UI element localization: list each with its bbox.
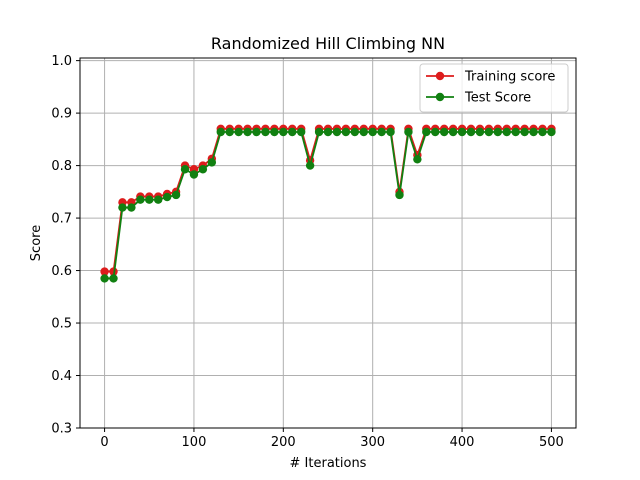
data-point bbox=[484, 127, 494, 137]
data-point bbox=[502, 127, 511, 137]
data-point bbox=[296, 127, 306, 137]
data-point bbox=[422, 127, 431, 137]
data-point bbox=[171, 190, 181, 200]
y-axis-label: Score bbox=[29, 225, 44, 261]
data-point bbox=[511, 127, 520, 137]
plot-frame bbox=[79, 57, 577, 429]
y-tick-label: 0.9 bbox=[51, 107, 72, 122]
data-point bbox=[493, 127, 503, 137]
data-point bbox=[323, 127, 333, 137]
data-point bbox=[386, 127, 395, 137]
data-point bbox=[368, 127, 377, 137]
data-point bbox=[520, 127, 529, 137]
legend: Training score Test Score bbox=[419, 63, 569, 113]
data-point bbox=[547, 127, 556, 137]
series-line bbox=[104, 131, 552, 280]
data-point bbox=[377, 127, 386, 137]
data-point bbox=[466, 127, 476, 137]
data-point bbox=[350, 127, 360, 137]
x-tick-label: 300 bbox=[360, 435, 385, 450]
legend-label: Training score bbox=[464, 70, 555, 85]
legend-entry: Training score bbox=[426, 70, 555, 85]
data-point bbox=[538, 127, 547, 137]
data-point bbox=[404, 127, 413, 137]
data-point bbox=[448, 127, 458, 137]
data-point bbox=[234, 127, 243, 137]
x-tick-label: 500 bbox=[539, 435, 564, 450]
data-point bbox=[413, 155, 422, 164]
y-tick-label: 0.3 bbox=[51, 422, 72, 437]
y-tick-label: 0.5 bbox=[51, 317, 72, 332]
data-point bbox=[359, 127, 368, 137]
data-point bbox=[136, 195, 145, 204]
legend-box bbox=[419, 63, 569, 113]
y-axis-ticks: 0.3 0.4 0.5 0.6 0.7 0.8 0.9 1.0 bbox=[51, 54, 80, 437]
data-point bbox=[198, 165, 208, 174]
series-layer bbox=[100, 124, 556, 283]
data-point bbox=[395, 190, 404, 200]
x-tick-label: 200 bbox=[271, 435, 296, 450]
grid bbox=[80, 58, 576, 429]
data-point bbox=[207, 158, 217, 167]
legend-entry: Test Score bbox=[426, 91, 531, 106]
data-point bbox=[162, 192, 172, 202]
data-point bbox=[279, 127, 288, 137]
data-point bbox=[529, 127, 538, 137]
data-point bbox=[100, 267, 109, 276]
data-point bbox=[431, 127, 440, 137]
data-point bbox=[145, 195, 154, 204]
data-point bbox=[332, 127, 342, 137]
legend-swatch-marker bbox=[435, 71, 445, 81]
y-tick-label: 0.7 bbox=[51, 212, 72, 227]
data-point bbox=[216, 127, 225, 137]
y-tick-label: 0.6 bbox=[51, 264, 72, 279]
y-tick-label: 0.8 bbox=[51, 159, 72, 174]
data-point bbox=[127, 203, 136, 212]
data-point bbox=[252, 127, 261, 137]
data-point bbox=[153, 195, 163, 204]
data-point bbox=[180, 165, 190, 174]
data-point bbox=[261, 127, 270, 137]
data-point bbox=[288, 127, 297, 137]
data-point bbox=[225, 127, 234, 137]
data-point bbox=[100, 274, 109, 283]
data-point bbox=[457, 127, 467, 137]
data-point bbox=[305, 161, 315, 170]
data-point bbox=[243, 127, 252, 137]
y-tick-label: 1.0 bbox=[51, 54, 72, 69]
data-point bbox=[270, 127, 279, 137]
y-tick-label: 0.4 bbox=[51, 369, 72, 384]
chart-title: Randomized Hill Climbing NN bbox=[211, 34, 445, 53]
x-axis-ticks: 0 100 200 300 400 500 bbox=[100, 428, 564, 450]
series-line bbox=[104, 127, 552, 273]
x-tick-label: 0 bbox=[100, 435, 108, 450]
x-tick-label: 400 bbox=[450, 435, 475, 450]
data-point bbox=[189, 170, 199, 179]
legend-swatch-marker bbox=[435, 92, 445, 102]
series-1 bbox=[100, 127, 556, 283]
x-tick-label: 100 bbox=[182, 435, 207, 450]
legend-label: Test Score bbox=[464, 91, 531, 106]
x-axis-label: # Iterations bbox=[290, 456, 367, 471]
data-point bbox=[341, 127, 351, 137]
data-point bbox=[439, 127, 449, 137]
data-point bbox=[118, 203, 127, 212]
data-point bbox=[109, 274, 118, 283]
data-point bbox=[475, 127, 485, 137]
data-point bbox=[314, 127, 324, 137]
